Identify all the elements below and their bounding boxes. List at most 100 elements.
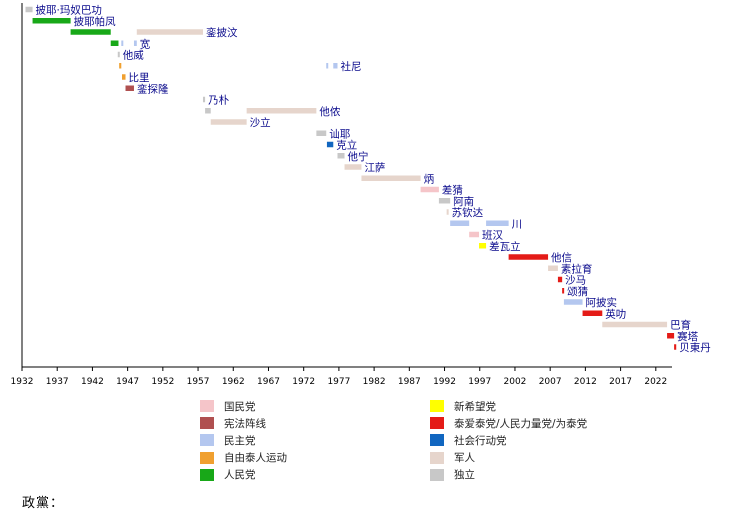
pm-name-label: 銮探隆 (137, 82, 169, 95)
pm-name-label: 赛塔 (677, 330, 698, 343)
legend-label: 泰爱泰党/人民力量党/为泰党 (454, 417, 588, 430)
legend-label: 独立 (454, 469, 475, 482)
x-tick-label: 2007 (539, 377, 562, 387)
legend-item: 军人 (430, 450, 475, 466)
legend-item: 独立 (430, 467, 475, 483)
legend-label: 自由泰人运动 (224, 452, 287, 465)
legend-label: 国民党 (224, 400, 256, 413)
pm-name-label: 披耶帕凤 (74, 15, 116, 28)
term-bar (563, 299, 583, 305)
x-tick-label: 2012 (574, 377, 597, 387)
pm-name-label: 阿披实 (586, 296, 618, 309)
timeline-bars (25, 6, 677, 350)
legend-swatch (430, 434, 444, 447)
x-tick-label: 1982 (363, 377, 386, 387)
x-tick-label: 1972 (292, 377, 315, 387)
legend-swatch (200, 451, 214, 464)
term-bar (582, 310, 603, 316)
x-tick-label: 1967 (257, 377, 280, 387)
pm-name-label: 班汉 (482, 230, 503, 242)
legend-item: 国民党 (200, 398, 256, 414)
term-bar (326, 141, 334, 148)
x-tick-label: 1987 (398, 377, 421, 387)
term-bar (117, 51, 120, 58)
pm-name-label: 披耶·玛奴巴功 (36, 4, 102, 17)
term-bar (125, 85, 134, 91)
legend-swatch (430, 400, 444, 412)
legend-swatch (430, 417, 444, 430)
term-bar (119, 63, 122, 69)
term-bar (333, 63, 338, 69)
pm-name-label: 讪耶 (329, 128, 350, 140)
term-bar (486, 220, 509, 226)
pm-name-label: 乃朴 (208, 94, 229, 107)
legend-item: 新希望党 (430, 398, 496, 414)
term-bar (210, 119, 247, 125)
legend-item: 人民党 (200, 467, 256, 483)
pm-name-label: 英叻 (605, 307, 626, 320)
term-bar (246, 108, 317, 114)
term-bar (548, 265, 558, 271)
x-tick-label: 1937 (46, 377, 69, 387)
pm-name-label: 江萨 (364, 162, 385, 174)
legend-label: 军人 (454, 452, 475, 465)
pm-name-label: 阿南 (453, 195, 474, 208)
term-bar (674, 344, 677, 350)
term-bar (420, 186, 439, 193)
term-bar (469, 231, 480, 238)
term-bar (361, 175, 421, 181)
legend-label: 社会行动党 (454, 434, 507, 447)
legend: 国民党 新希望党宪法阵线 泰爱泰党/人民力量党/为泰党民主党 社会行动党自由泰人运动 军… (200, 398, 640, 486)
x-tick-label: 1942 (81, 377, 104, 387)
pm-name-label: 他宁 (348, 150, 369, 163)
legend-label: 民主党 (224, 434, 256, 447)
legend-item: 宪法阵线 (200, 415, 266, 431)
name-labels: 披耶·玛奴巴功披耶帕凤銮披汶宽他威社尼比里銮探隆乃朴他侬沙立讪耶克立他宁江萨炳差… (36, 4, 711, 355)
x-tick-label: 1957 (187, 377, 210, 387)
legend-label: 人民党 (224, 469, 256, 482)
term-bar (450, 220, 470, 226)
term-bar (70, 29, 111, 35)
footer-label: 政黨： (22, 496, 65, 511)
term-bar (562, 288, 565, 294)
term-bar (110, 40, 119, 46)
pm-name-label: 素拉育 (561, 262, 593, 275)
x-tick-label: 1947 (116, 377, 139, 387)
legend-label: 宪法阵线 (224, 417, 266, 430)
term-bar (602, 321, 668, 328)
legend-swatch (200, 400, 214, 412)
x-tick-label: 1932 (11, 377, 34, 387)
term-bar (32, 18, 71, 24)
pm-name-label: 颂猜 (567, 285, 588, 298)
pm-name-label: 比里 (129, 71, 150, 84)
x-tick-label: 1962 (222, 377, 245, 387)
pm-name-label: 他威 (123, 49, 144, 62)
pm-name-label: 社尼 (340, 60, 361, 73)
term-bar (205, 108, 211, 114)
pm-name-label: 差瓦立 (489, 240, 520, 253)
x-tick-label: 1997 (468, 377, 491, 387)
pm-name-label: 巴育 (670, 319, 691, 332)
legend-swatch (200, 434, 214, 447)
legend-swatch (430, 468, 444, 481)
term-bar (202, 96, 206, 103)
term-bar (326, 63, 329, 69)
term-bar (136, 29, 203, 35)
term-bar (508, 254, 549, 260)
x-tick-label: 1977 (327, 377, 350, 387)
term-bar (446, 209, 449, 215)
term-bar (344, 164, 362, 170)
pm-name-label: 差猜 (442, 184, 463, 197)
pm-name-label: 克立 (336, 139, 357, 152)
legend-label: 新希望党 (454, 400, 496, 413)
legend-item: 民主党 (200, 432, 256, 448)
pm-name-label: 他信 (551, 251, 572, 264)
x-tick-label: 1952 (151, 377, 174, 387)
pm-name-label: 他侬 (319, 105, 340, 118)
pm-name-label: 銮披汶 (206, 26, 238, 39)
legend-swatch (200, 417, 214, 430)
term-bar (479, 243, 487, 249)
x-tick-label: 1992 (433, 377, 456, 387)
term-bar (316, 130, 327, 136)
term-bar (121, 40, 124, 46)
